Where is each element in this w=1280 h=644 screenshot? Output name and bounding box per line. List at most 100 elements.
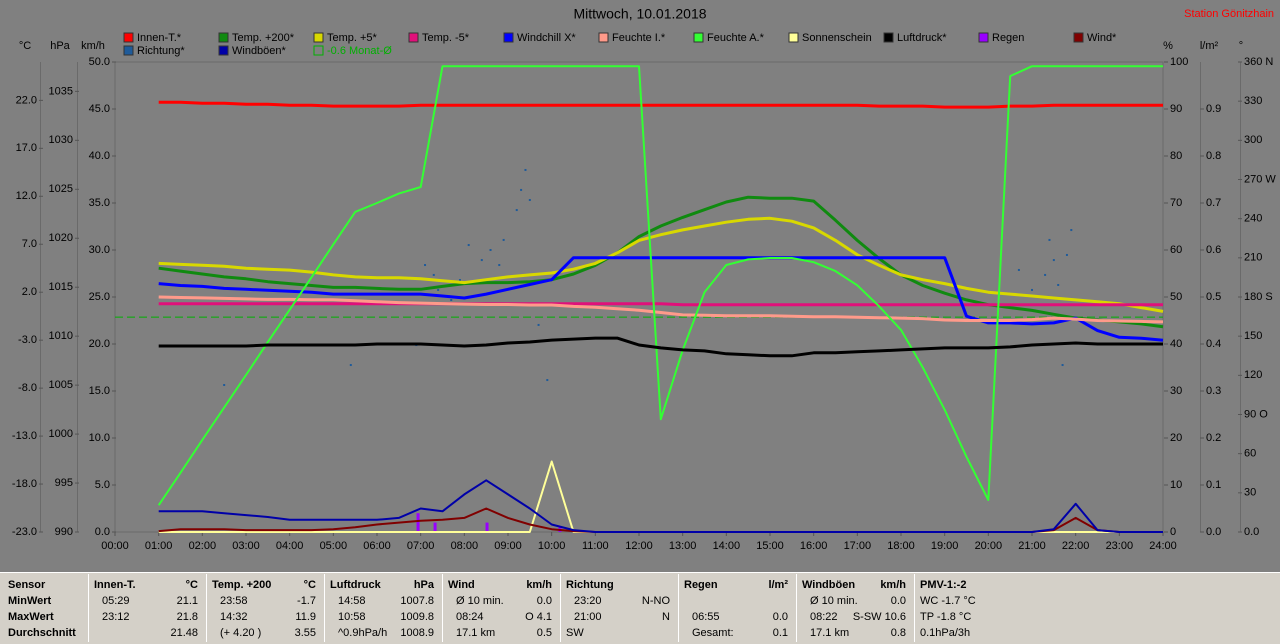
direction-dot — [424, 264, 427, 267]
legend-swatch — [883, 32, 894, 43]
y-tick-label: 1015 — [49, 281, 73, 293]
y-tick-label: 0.8 — [1206, 150, 1221, 162]
y-tick-label: 1000 — [49, 428, 73, 440]
y-tick-label: 1020 — [49, 232, 73, 244]
x-tick-label: 14:00 — [713, 540, 741, 552]
table-cell: 21.48 — [170, 627, 198, 639]
y-tick-label: 0 — [1170, 526, 1176, 538]
y-tick-label: 90 — [1170, 103, 1182, 115]
y-tick-label: 0.7 — [1206, 197, 1221, 209]
y-tick-label: 40.0 — [89, 150, 110, 162]
y-tick-label: 60 — [1244, 448, 1256, 460]
legend-label: Sonnenschein — [802, 32, 872, 44]
y-tick-label: 40 — [1170, 338, 1182, 350]
legend-label: Temp. +200* — [232, 32, 295, 44]
table-cell: TP -1.8 °C — [920, 611, 971, 623]
table-cell: 21.8 — [177, 611, 198, 623]
legend-swatch — [503, 32, 514, 43]
direction-dot — [520, 188, 523, 191]
y-tick-label: 15.0 — [89, 385, 110, 397]
table-cell: 0.0 — [537, 595, 552, 607]
table-cell: 23:58 — [220, 595, 248, 607]
y-tick-label: 300 — [1244, 134, 1262, 146]
table-row-label: MinWert — [8, 595, 52, 607]
x-tick-label: 12:00 — [625, 540, 653, 552]
y-tick-label: 7.0 — [22, 238, 37, 250]
x-tick-label: 11:00 — [582, 540, 609, 552]
direction-dot — [480, 259, 483, 262]
y-tick-label: 0.3 — [1206, 385, 1221, 397]
direction-dot — [1061, 364, 1064, 367]
legend-swatch — [313, 32, 324, 43]
direction-dot — [546, 379, 549, 382]
series-line — [158, 256, 1164, 342]
table-unit: km/h — [880, 579, 906, 591]
direction-dot — [502, 238, 505, 241]
legend-swatch — [123, 32, 134, 43]
table-cell: Ø 10 min. — [810, 595, 858, 607]
table-cell: 3.55 — [295, 627, 316, 639]
table-cell: WC -1.7 °C — [920, 595, 976, 607]
axis-unit: hPa — [50, 40, 70, 52]
legend-label: Windböen* — [232, 45, 287, 57]
x-tick-label: 15:00 — [756, 540, 784, 552]
x-tick-label: 21:00 — [1018, 540, 1046, 552]
y-tick-label: 0.5 — [1206, 291, 1221, 303]
table-row-label: MaxWert — [8, 611, 54, 623]
legend-label: Feuchte I.* — [612, 32, 666, 44]
table-cell: ^0.9hPa/h — [338, 627, 387, 639]
direction-dot — [498, 264, 501, 267]
y-tick-label: 25.0 — [89, 291, 110, 303]
table-unit: l/m² — [768, 579, 788, 591]
legend-label: Richtung* — [137, 45, 185, 57]
table-cell: 23:12 — [102, 611, 130, 623]
x-tick-label: 06:00 — [363, 540, 391, 552]
y-tick-label: 180 S — [1244, 291, 1273, 303]
legend-swatch — [123, 45, 134, 56]
y-tick-label: 1030 — [49, 134, 73, 146]
direction-dot — [450, 299, 453, 302]
x-tick-label: 23:00 — [1106, 540, 1134, 552]
direction-dot — [537, 323, 540, 326]
y-tick-label: 360 N — [1244, 56, 1273, 68]
direction-dot — [1048, 238, 1051, 241]
table-unit: km/h — [526, 579, 552, 591]
direction-dot — [1031, 288, 1033, 291]
y-tick-label: 210 — [1244, 252, 1262, 264]
x-tick-label: 07:00 — [407, 540, 435, 552]
y-tick-label: -3.0 — [18, 334, 37, 346]
x-tick-label: 10:00 — [538, 540, 566, 552]
axis-unit: % — [1163, 40, 1173, 52]
table-cell: 21:00 — [574, 611, 602, 623]
y-tick-label: 990 — [55, 526, 73, 538]
y-tick-label: 10.0 — [89, 432, 110, 444]
table-cell: 1009.8 — [400, 611, 434, 623]
table-cell: 0.0 — [773, 611, 788, 623]
table-cell: Gesamt: — [692, 627, 734, 639]
y-tick-label: 30 — [1244, 487, 1256, 499]
table-row-label: Durchschnitt — [8, 627, 76, 639]
x-tick-label: 01:00 — [145, 540, 173, 552]
table-header: Regen — [684, 579, 718, 591]
table-cell: 17.1 km — [456, 627, 495, 639]
y-tick-label: 0.0 — [95, 526, 110, 538]
table-cell: (+ 4.20 ) — [220, 627, 261, 639]
table-cell: N-NO — [642, 595, 671, 607]
direction-dot — [1017, 268, 1020, 271]
series-line — [158, 100, 1163, 109]
y-tick-label: 330 — [1244, 95, 1262, 107]
table-header: Innen-T. — [94, 579, 136, 591]
table-unit: °C — [304, 579, 316, 591]
table-cell: SW — [566, 627, 584, 639]
legend-label: Windchill X* — [517, 32, 576, 44]
table-cell: 1008.9 — [400, 627, 434, 639]
y-tick-label: 0.0 — [1206, 526, 1221, 538]
y-tick-label: 45.0 — [89, 103, 110, 115]
y-tick-label: 70 — [1170, 197, 1182, 209]
y-tick-label: 1010 — [49, 330, 73, 342]
axis-unit: ° — [1239, 40, 1243, 52]
direction-dot — [223, 383, 226, 386]
y-tick-label: 2.0 — [22, 286, 37, 298]
